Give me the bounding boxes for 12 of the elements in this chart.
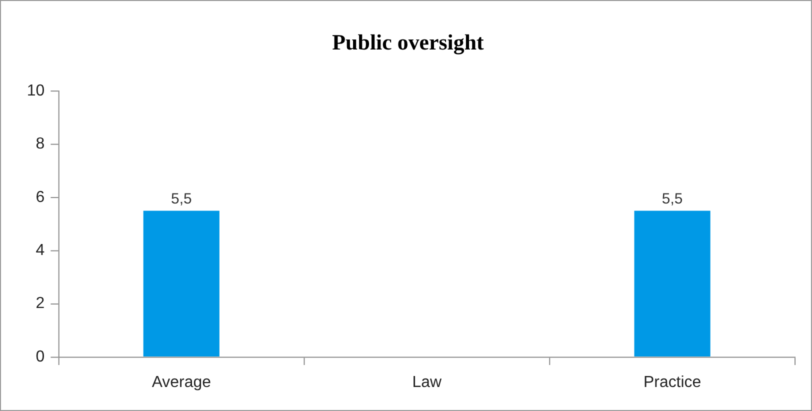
data-label: 5,5: [662, 190, 683, 208]
y-tick-label: 2: [36, 295, 45, 312]
x-tick-label: Practice: [643, 374, 702, 391]
x-tick-label: Average: [152, 374, 212, 391]
y-tick-label: 6: [36, 188, 45, 206]
chart-title: Public oversight: [332, 30, 485, 55]
y-tick-label: 10: [26, 82, 45, 100]
x-tick-label: Law: [412, 374, 442, 391]
y-tick-label: 0: [36, 348, 45, 366]
data-label: 5,5: [170, 190, 192, 208]
y-tick-label: 4: [36, 242, 45, 259]
y-tick-label: 8: [36, 136, 45, 153]
